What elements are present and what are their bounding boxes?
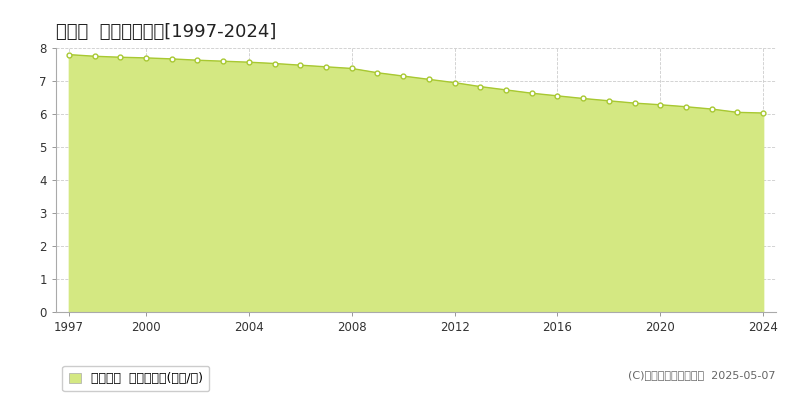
Text: (C)土地価格ドットコム  2025-05-07: (C)土地価格ドットコム 2025-05-07: [629, 370, 776, 380]
Legend: 基準地価  平均坪単価(万円/坪): 基準地価 平均坪単価(万円/坪): [62, 366, 210, 391]
Text: 国富町  基準地価推移[1997-2024]: 国富町 基準地価推移[1997-2024]: [56, 23, 276, 41]
